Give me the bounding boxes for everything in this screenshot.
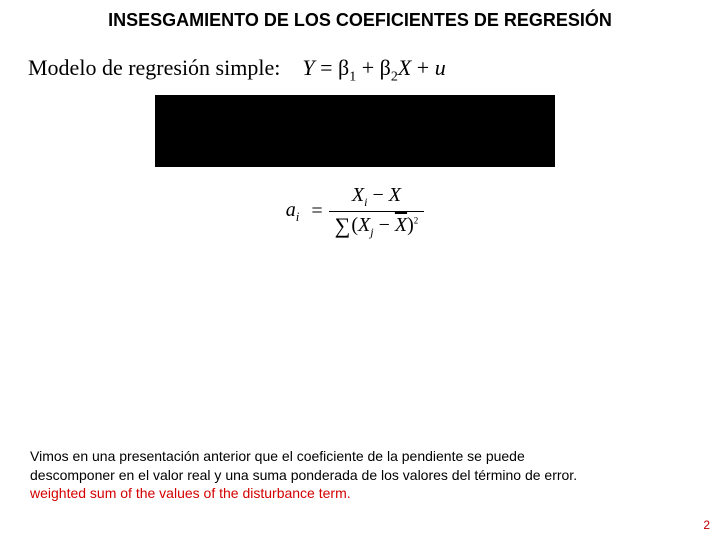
den-sigma: ∑ <box>335 214 351 237</box>
model-X: X <box>398 55 411 80</box>
formula: ai = Xi − X ∑(Xj − X)2 <box>286 185 425 238</box>
formula-region: ai = Xi − X ∑(Xj − X)2 <box>155 185 555 238</box>
den-Xj: X <box>358 214 370 236</box>
formula-a: a <box>286 199 296 221</box>
model-plus2: + <box>417 55 429 80</box>
den-open: ( <box>351 214 358 236</box>
model-equation: Modelo de regresión simple: Y = β1 + β2X… <box>28 55 446 85</box>
formula-fraction: Xi − X ∑(Xj − X)2 <box>329 185 425 238</box>
den-tail: 2 <box>414 215 419 225</box>
model-plus1: + <box>362 55 374 80</box>
num-i: i <box>364 195 367 209</box>
formula-a-sub: i <box>296 209 300 224</box>
den-minus: − <box>379 214 390 236</box>
model-beta1: β <box>338 55 349 80</box>
model-beta2: β <box>380 55 391 80</box>
formula-eq: = <box>311 200 322 223</box>
model-sub1: 1 <box>349 69 356 84</box>
model-sub2: 2 <box>391 69 398 84</box>
footer-line2: descomponer en el valor real y una suma … <box>30 467 577 483</box>
model-label: Modelo de regresión simple: <box>28 55 280 80</box>
model-eq: = <box>320 55 332 80</box>
redacted-box <box>155 95 555 167</box>
footer-line1: Vimos en una presentación anterior que e… <box>30 448 525 464</box>
num-minus: − <box>372 184 383 206</box>
formula-denominator: ∑(Xj − X)2 <box>329 211 425 239</box>
den-close: ) <box>407 214 414 236</box>
model-Y: Y <box>302 55 314 80</box>
model-u: u <box>435 55 446 80</box>
slide-title: INSESGAMIENTO DE LOS COEFICIENTES DE REG… <box>0 10 720 31</box>
num-Xi: X <box>352 184 364 206</box>
den-Xbar: X <box>395 214 407 236</box>
footer-line3: weighted sum of the values of the distur… <box>30 485 351 501</box>
footer-text: Vimos en una presentación anterior que e… <box>30 447 680 502</box>
formula-numerator: Xi − X <box>346 185 407 211</box>
num-X: X <box>389 184 401 206</box>
page-number: 2 <box>703 518 710 532</box>
den-j: j <box>370 225 373 239</box>
slide: INSESGAMIENTO DE LOS COEFICIENTES DE REG… <box>0 0 720 540</box>
